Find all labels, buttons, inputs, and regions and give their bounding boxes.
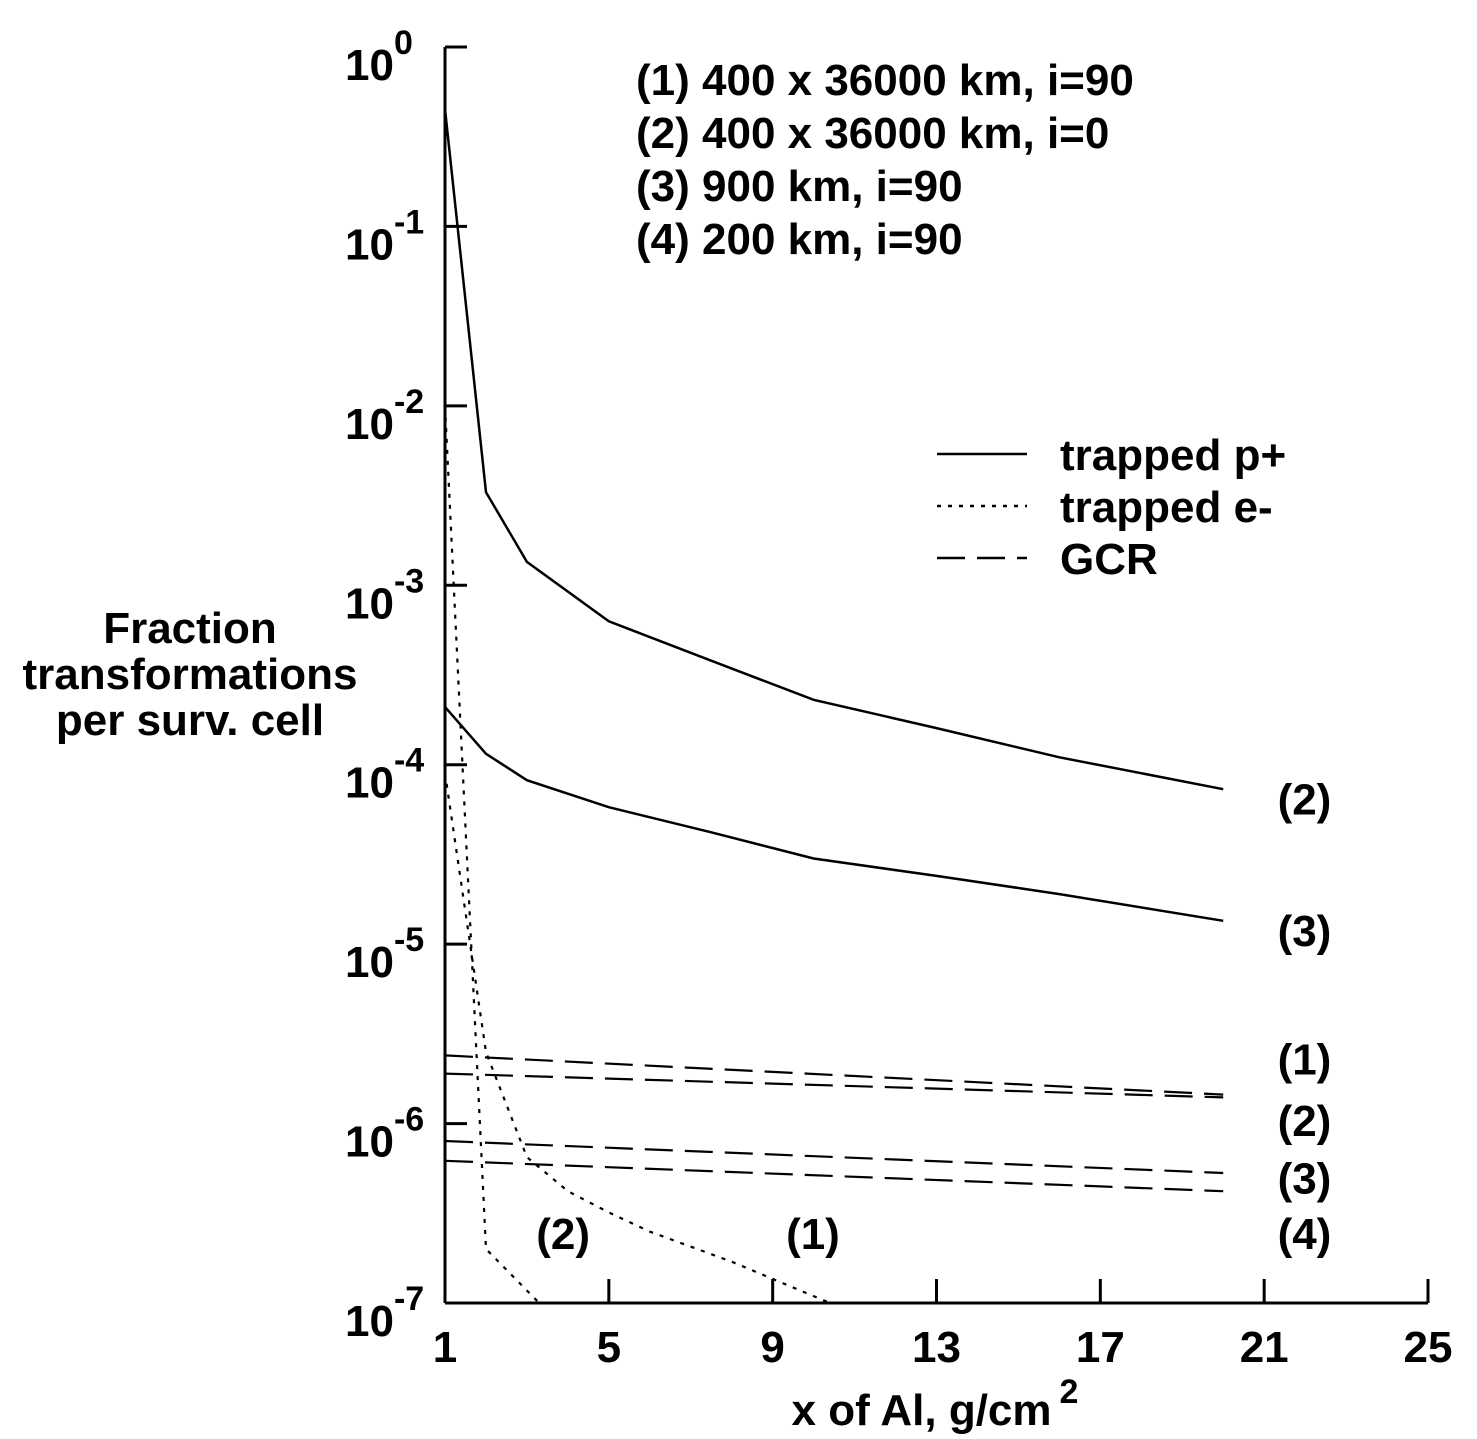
orbit-list: (1) 400 x 36000 km, i=90(2) 400 x 36000 … — [636, 56, 1134, 264]
curve-label: (2) — [1278, 1097, 1332, 1146]
x-tick-label: 21 — [1240, 1323, 1289, 1372]
y-tick-label: 10-1 — [345, 203, 424, 269]
x-tick-label: 25 — [1404, 1323, 1453, 1372]
y-axis-title-line: per surv. cell — [56, 696, 324, 745]
curve-label: (2) — [1278, 775, 1332, 824]
y-tick-label: 10-2 — [345, 383, 424, 449]
legend-label: trapped p+ — [1060, 431, 1286, 480]
orbit-item: (1) 400 x 36000 km, i=90 — [636, 56, 1134, 105]
orbit-item: (2) 400 x 36000 km, i=0 — [636, 109, 1109, 158]
y-axis-title-line: transformations — [23, 650, 358, 699]
x-ticks: 1 5 9 13 17 21 25 — [433, 1279, 1453, 1372]
series-line-8 — [444, 1159, 1224, 1193]
series-group — [443, 109, 1224, 1305]
y-tick-label: 10-7 — [345, 1280, 424, 1346]
x-tick-label: 5 — [597, 1323, 621, 1372]
series-line-4 — [443, 772, 831, 1305]
legend-label: trapped e- — [1060, 483, 1273, 532]
y-tick-label: 10-4 — [345, 742, 424, 808]
x-tick-label: 1 — [433, 1323, 457, 1372]
curve-label: (4) — [1278, 1210, 1332, 1259]
x-tick-label: 9 — [760, 1323, 784, 1372]
x-tick-label: 17 — [1076, 1323, 1125, 1372]
orbit-item: (4) 200 km, i=90 — [636, 215, 963, 264]
x-tick-label: 13 — [912, 1323, 961, 1372]
curve-label: (2) — [536, 1210, 590, 1259]
series-line-5 — [444, 1054, 1224, 1096]
x-axis-title: x of Al, g/cm 2 — [792, 1373, 1079, 1435]
orbit-item: (3) 900 km, i=90 — [636, 162, 963, 211]
series-line-3 — [443, 405, 540, 1304]
y-tick-label: 10-3 — [345, 562, 424, 628]
y-tick-label: 10-5 — [345, 921, 424, 987]
legend: trapped p+trapped e-GCR — [937, 431, 1286, 584]
curve-labels: (2) (3) (1) (2) (3) (4) (2) (1) — [536, 775, 1331, 1259]
curve-label: (1) — [1278, 1036, 1332, 1085]
y-tick-label: 100 — [345, 24, 413, 90]
series-line-1 — [443, 109, 1224, 791]
series-line-7 — [444, 1139, 1224, 1175]
y-tick-label: 10-6 — [345, 1101, 424, 1167]
legend-label: GCR — [1060, 535, 1158, 584]
series-line-2 — [444, 706, 1224, 923]
y-axis-title-line: Fraction — [103, 604, 277, 653]
series-line-6 — [444, 1072, 1224, 1099]
curve-label: (3) — [1278, 1155, 1332, 1204]
curve-label: (1) — [786, 1210, 840, 1259]
curve-label: (3) — [1278, 907, 1332, 956]
y-ticks: 100 10-1 10-2 10-3 10-4 10-5 10-6 10-7 — [345, 24, 467, 1346]
